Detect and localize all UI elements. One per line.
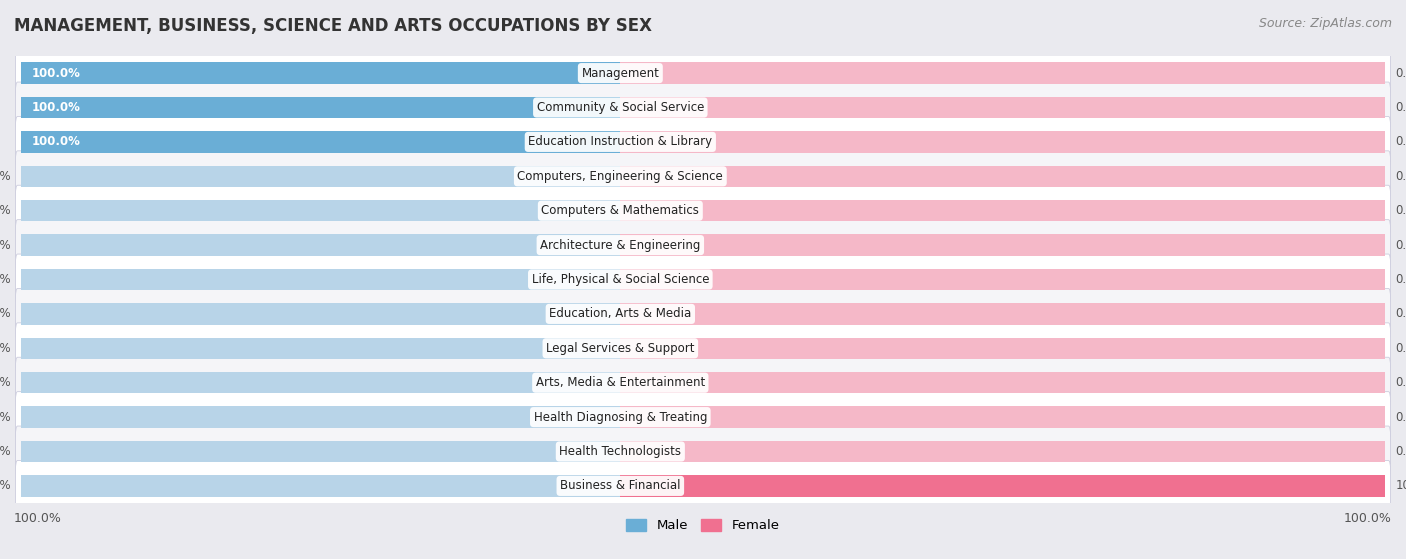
Bar (620, 338, 1385, 359)
Bar (21, 303, 620, 325)
Text: Computers & Mathematics: Computers & Mathematics (541, 204, 699, 217)
Text: MANAGEMENT, BUSINESS, SCIENCE AND ARTS OCCUPATIONS BY SEX: MANAGEMENT, BUSINESS, SCIENCE AND ARTS O… (14, 17, 652, 35)
Text: Health Diagnosing & Treating: Health Diagnosing & Treating (534, 411, 707, 424)
Text: 0.0%: 0.0% (0, 204, 11, 217)
Text: Legal Services & Support: Legal Services & Support (546, 342, 695, 355)
Bar (620, 475, 1385, 496)
Text: 0.0%: 0.0% (1395, 67, 1406, 79)
Text: 0.0%: 0.0% (1395, 135, 1406, 148)
FancyBboxPatch shape (15, 151, 1391, 202)
Bar (21, 372, 620, 394)
Text: Arts, Media & Entertainment: Arts, Media & Entertainment (536, 376, 704, 389)
Bar (21, 200, 620, 221)
FancyBboxPatch shape (15, 254, 1391, 305)
Text: 100.0%: 100.0% (31, 101, 80, 114)
Text: 0.0%: 0.0% (1395, 445, 1406, 458)
Text: 100.0%: 100.0% (31, 67, 80, 79)
Legend: Male, Female: Male, Female (626, 519, 780, 532)
Bar (21, 97, 620, 118)
Text: 0.0%: 0.0% (0, 480, 11, 492)
FancyBboxPatch shape (15, 82, 1391, 133)
Bar (620, 269, 1385, 290)
Text: Health Technologists: Health Technologists (560, 445, 682, 458)
Bar (21, 131, 620, 153)
Bar (620, 234, 1385, 256)
Text: Computers, Engineering & Science: Computers, Engineering & Science (517, 170, 723, 183)
Bar (620, 372, 1385, 394)
Text: Education, Arts & Media: Education, Arts & Media (550, 307, 692, 320)
Text: Management: Management (582, 67, 659, 79)
Bar (620, 406, 1385, 428)
Text: Life, Physical & Social Science: Life, Physical & Social Science (531, 273, 709, 286)
FancyBboxPatch shape (15, 48, 1391, 98)
Text: 100.0%: 100.0% (31, 135, 80, 148)
Text: 0.0%: 0.0% (0, 411, 11, 424)
FancyBboxPatch shape (15, 426, 1391, 477)
Bar (21, 131, 620, 153)
Bar (21, 475, 620, 496)
Text: Business & Financial: Business & Financial (560, 480, 681, 492)
FancyBboxPatch shape (15, 116, 1391, 167)
Bar (620, 303, 1385, 325)
Text: 100.0%: 100.0% (14, 511, 62, 525)
FancyBboxPatch shape (15, 220, 1391, 271)
Text: 100.0%: 100.0% (1344, 511, 1392, 525)
FancyBboxPatch shape (15, 392, 1391, 443)
Text: 0.0%: 0.0% (1395, 239, 1406, 252)
Bar (21, 63, 620, 84)
Text: 0.0%: 0.0% (1395, 376, 1406, 389)
Text: 0.0%: 0.0% (0, 376, 11, 389)
Bar (21, 97, 620, 118)
Text: 0.0%: 0.0% (0, 273, 11, 286)
Bar (620, 475, 1385, 496)
Bar (21, 406, 620, 428)
FancyBboxPatch shape (15, 461, 1391, 511)
Text: 0.0%: 0.0% (1395, 307, 1406, 320)
Text: Architecture & Engineering: Architecture & Engineering (540, 239, 700, 252)
Bar (21, 234, 620, 256)
Bar (21, 63, 620, 84)
Text: 0.0%: 0.0% (1395, 204, 1406, 217)
Bar (21, 441, 620, 462)
FancyBboxPatch shape (15, 357, 1391, 408)
FancyBboxPatch shape (15, 323, 1391, 374)
Text: Education Instruction & Library: Education Instruction & Library (529, 135, 713, 148)
FancyBboxPatch shape (15, 288, 1391, 339)
Text: 0.0%: 0.0% (0, 307, 11, 320)
Text: 0.0%: 0.0% (1395, 411, 1406, 424)
Text: Source: ZipAtlas.com: Source: ZipAtlas.com (1258, 17, 1392, 30)
Text: 0.0%: 0.0% (1395, 342, 1406, 355)
Bar (620, 131, 1385, 153)
Bar (21, 338, 620, 359)
Text: 0.0%: 0.0% (1395, 273, 1406, 286)
Text: 0.0%: 0.0% (1395, 101, 1406, 114)
Text: Community & Social Service: Community & Social Service (537, 101, 704, 114)
Bar (620, 441, 1385, 462)
Text: 0.0%: 0.0% (1395, 170, 1406, 183)
FancyBboxPatch shape (15, 185, 1391, 236)
Bar (620, 63, 1385, 84)
Bar (620, 165, 1385, 187)
Bar (620, 97, 1385, 118)
Text: 0.0%: 0.0% (0, 239, 11, 252)
Text: 100.0%: 100.0% (1395, 480, 1406, 492)
Bar (21, 269, 620, 290)
Text: 0.0%: 0.0% (0, 445, 11, 458)
Bar (620, 200, 1385, 221)
Text: 0.0%: 0.0% (0, 342, 11, 355)
Bar (21, 165, 620, 187)
Text: 0.0%: 0.0% (0, 170, 11, 183)
